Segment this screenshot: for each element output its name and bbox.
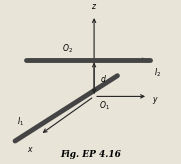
Text: $x$: $x$ — [27, 145, 34, 154]
Text: $I_2$: $I_2$ — [154, 66, 161, 79]
Text: $O_1$: $O_1$ — [100, 100, 110, 112]
Text: $d$: $d$ — [100, 73, 107, 84]
Text: $I_1$: $I_1$ — [17, 116, 24, 128]
Text: $O_2$: $O_2$ — [62, 42, 73, 55]
Text: $y$: $y$ — [152, 95, 159, 106]
Text: $z$: $z$ — [91, 2, 97, 11]
Text: Fig. EP 4.16: Fig. EP 4.16 — [60, 150, 121, 159]
